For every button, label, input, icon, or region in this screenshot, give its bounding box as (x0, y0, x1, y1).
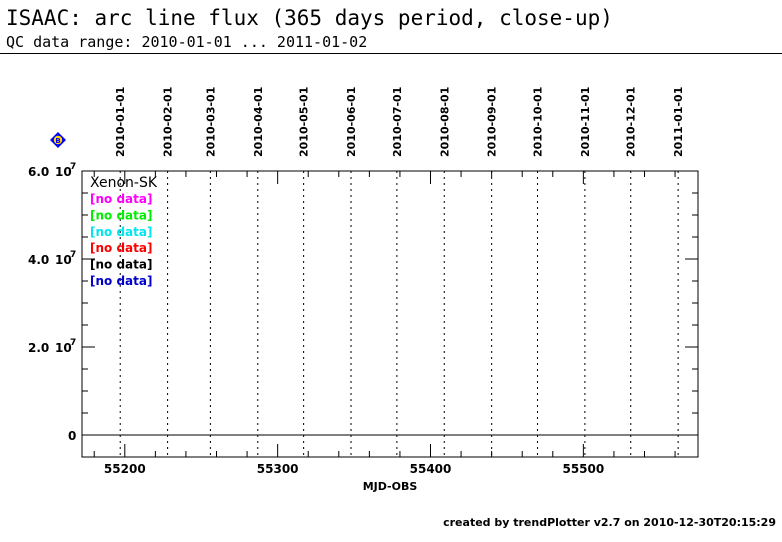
header-divider (0, 53, 782, 54)
y-tick-label-exponent: 7 (70, 250, 76, 260)
date-marker-label: 2010-08-01 (438, 87, 451, 157)
x-axis-label: MJD-OBS (363, 480, 418, 493)
y-tick-label-base: 10 (55, 253, 72, 267)
chart-subtitle: QC data range: 2010-01-01 ... 2011-01-02 (6, 33, 368, 51)
plot-frame (81, 170, 699, 458)
x-tick-label: 55200 (104, 462, 146, 476)
date-marker-label: 2011-01-01 (672, 87, 685, 157)
date-marker-label: 2010-01-01 (114, 87, 127, 157)
date-marker-label: 2010-04-01 (252, 87, 265, 157)
diamond-icon-glyph: B (55, 137, 60, 145)
y-tick-label-exponent: 7 (70, 162, 76, 172)
date-marker-label: 2010-10-01 (532, 87, 545, 157)
date-marker-label: 2010-09-01 (486, 87, 499, 157)
chart-title: ISAAC: arc line flux (365 days period, c… (6, 6, 613, 30)
x-tick-label: 55500 (562, 462, 604, 476)
legend-entry: [no data] (90, 208, 152, 222)
footer-credit: created by trendPlotter v2.7 on 2010-12-… (443, 516, 776, 529)
y-tick-label-mantissa: 2.0 (28, 341, 49, 355)
date-marker-label: 2010-12-01 (625, 87, 638, 157)
date-marker-label: 2010-05-01 (298, 87, 311, 157)
y-tick-label: 0 (68, 429, 76, 443)
legend-entry: [no data] (90, 192, 152, 206)
date-marker-label: 2010-06-01 (345, 87, 358, 157)
legend-entry: [no data] (90, 274, 152, 288)
y-tick-label-exponent: 7 (70, 338, 76, 348)
date-marker-label: 2010-02-01 (162, 87, 175, 157)
x-tick-label: 55300 (257, 462, 299, 476)
x-tick-label: 55400 (410, 462, 452, 476)
legend-entry: [no data] (90, 241, 152, 255)
trend-plot: 2010-01-01 2010-02-01 2010-03-01 2010-04-01… (28, 87, 699, 493)
y-tick-label-base: 10 (55, 341, 72, 355)
y-tick-label-mantissa: 4.0 (28, 253, 49, 267)
legend-entry: [no data] (90, 258, 152, 272)
date-marker-label: 2010-11-01 (579, 87, 592, 157)
y-tick-label-mantissa: 6.0 (28, 165, 49, 179)
y-tick-label-base: 10 (55, 165, 72, 179)
date-marker-label: 2010-07-01 (391, 87, 404, 157)
diamond-icon-center (53, 135, 63, 145)
legend-entry: [no data] (90, 225, 152, 239)
date-marker-label: 2010-03-01 (204, 87, 217, 157)
legend-title: Xenon-SK (90, 175, 158, 191)
